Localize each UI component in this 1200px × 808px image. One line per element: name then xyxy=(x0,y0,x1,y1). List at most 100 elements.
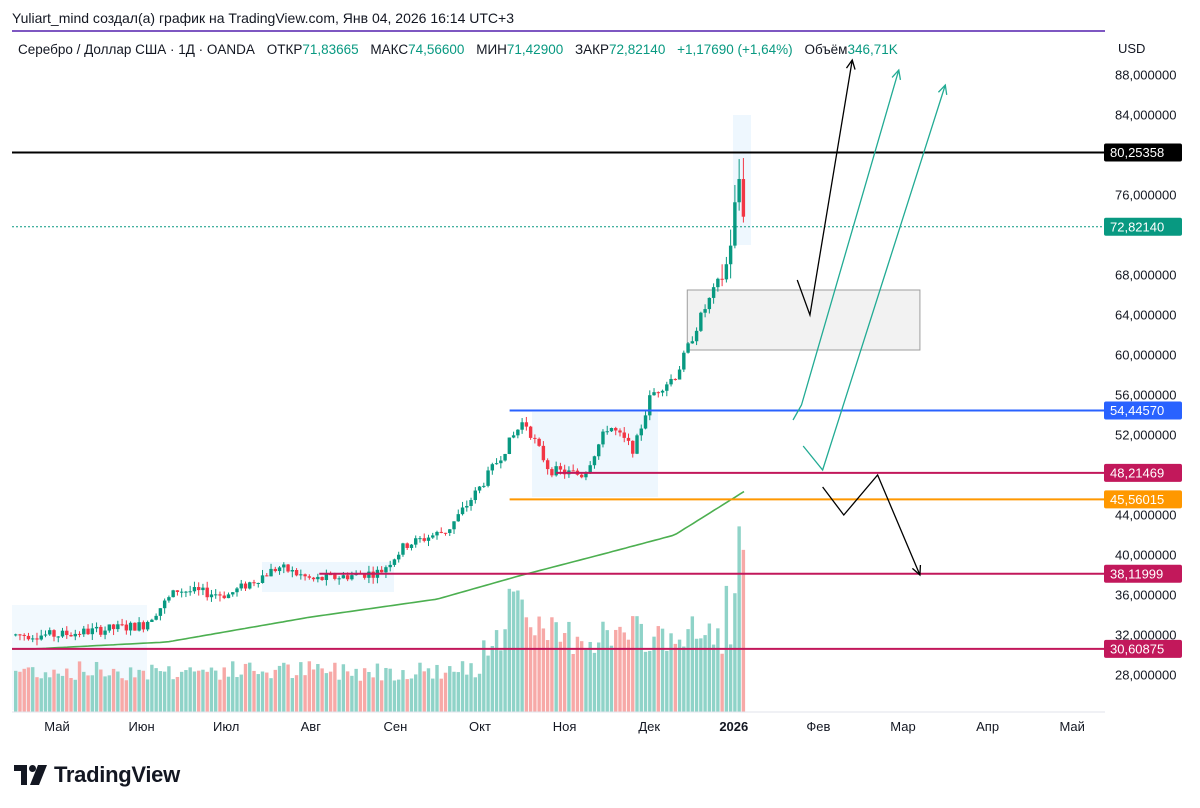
volume-bar xyxy=(477,673,482,712)
volume-bar xyxy=(82,671,86,712)
author-line: Yuliart_mind создал(а) график на Trading… xyxy=(12,10,514,26)
volume-bar xyxy=(252,670,256,712)
volume-bar xyxy=(533,635,537,712)
volume-bar xyxy=(537,616,541,712)
candle-body xyxy=(52,630,56,637)
candle-body xyxy=(409,544,414,548)
volume-bar xyxy=(69,677,73,712)
volume-bar xyxy=(626,639,631,712)
volume-bar xyxy=(490,646,495,712)
volume-bar xyxy=(294,675,299,712)
candle-body xyxy=(239,583,243,589)
volume-bar xyxy=(48,677,52,712)
candle-body xyxy=(48,630,52,635)
candle-body xyxy=(728,245,733,265)
candle-body xyxy=(90,628,95,635)
candle-body xyxy=(588,465,592,473)
volume-bar xyxy=(137,669,141,712)
candle-body xyxy=(643,415,648,429)
volume-bar xyxy=(345,671,350,712)
volume-bar xyxy=(90,675,95,712)
forecast-arrow-head xyxy=(845,58,856,70)
price-tag-label: 30,60875 xyxy=(1110,641,1164,656)
candle-body xyxy=(545,460,550,470)
volume-bar xyxy=(524,617,529,712)
candle-body xyxy=(175,590,180,592)
time-tick-label: Авг xyxy=(301,719,322,734)
candle-body xyxy=(426,537,431,541)
candle-body xyxy=(69,635,73,637)
volume-bar xyxy=(56,673,60,712)
volume-bar xyxy=(550,617,554,712)
volume-bar xyxy=(128,667,133,712)
candle-body xyxy=(648,395,652,416)
candle-body xyxy=(94,626,99,629)
price-tick-label: 60,000000 xyxy=(1115,348,1176,363)
volume-bar xyxy=(486,655,490,712)
volume-bar xyxy=(111,668,116,712)
candle-body xyxy=(39,635,43,640)
symbol-info: Серебро / Доллар США · 1Д · OANDA ОТКР71… xyxy=(18,42,898,57)
candle-body xyxy=(605,431,609,433)
volume-bar xyxy=(65,668,69,712)
candle-body xyxy=(133,622,137,631)
volume-bar xyxy=(528,627,533,712)
time-tick-label: Июл xyxy=(213,719,239,734)
candle-body xyxy=(414,538,418,545)
price-tag-label: 45,56015 xyxy=(1110,492,1164,507)
volume-bar xyxy=(677,639,682,712)
volume-bar xyxy=(669,633,673,712)
volume-bar xyxy=(235,677,239,712)
candle-body xyxy=(201,587,205,591)
candle-body xyxy=(448,529,452,533)
tradingview-logo[interactable]: TradingView xyxy=(14,762,180,788)
volume-bar xyxy=(673,643,678,712)
candle-body xyxy=(128,622,133,631)
volume-bar xyxy=(184,670,188,712)
candle-body xyxy=(528,426,533,438)
candle-body xyxy=(711,287,716,298)
volume-bar xyxy=(733,593,737,712)
candle-body xyxy=(362,574,367,578)
time-tick-label: Фев xyxy=(806,719,830,734)
volume-bar xyxy=(124,680,129,712)
volume-bar xyxy=(282,662,286,712)
candle-body xyxy=(124,624,129,631)
candle-body xyxy=(554,466,558,476)
volume-bar xyxy=(469,663,473,712)
volume-bar xyxy=(431,678,435,712)
price-axis[interactable]: 28,000000 32,000000 36,000000 40,000000 44,0… xyxy=(1115,68,1176,683)
time-axis[interactable]: Май Июн Июл Авг Сен Окт Ноя Дек 2026 Фев Мар Апр Май xyxy=(12,711,1105,734)
symbol-name[interactable]: Серебро / Доллар США · 1Д · OANDA xyxy=(18,42,255,57)
volume-bar xyxy=(622,632,626,712)
candle-body xyxy=(656,392,660,394)
volume-bar xyxy=(145,679,150,712)
candle-body xyxy=(299,574,303,576)
candle-body xyxy=(162,600,167,609)
volume-bar xyxy=(648,650,652,712)
volume-bar xyxy=(707,623,712,712)
volume-bar xyxy=(401,670,405,712)
currency-label[interactable]: USD xyxy=(1118,41,1146,56)
volume-bar xyxy=(456,672,460,712)
volume-bar xyxy=(516,590,520,712)
price-tag-label: 54,44570 xyxy=(1110,403,1164,418)
candle-body xyxy=(550,469,554,476)
candle-body xyxy=(396,554,401,560)
forecast-arrow-head xyxy=(911,564,922,577)
volume-bar xyxy=(635,616,639,712)
candle-body xyxy=(597,444,601,457)
candle-body xyxy=(486,470,490,486)
candle-body xyxy=(660,390,665,393)
candle-body xyxy=(677,369,682,380)
volume-bar xyxy=(18,671,22,712)
volume-bar xyxy=(384,667,388,712)
volume-bar xyxy=(694,638,699,712)
candle-body xyxy=(516,429,520,436)
candle-body xyxy=(579,474,584,478)
candle-body xyxy=(626,437,631,441)
candle-body xyxy=(188,591,192,593)
volume-bar xyxy=(354,668,358,712)
candle-body xyxy=(392,559,397,565)
